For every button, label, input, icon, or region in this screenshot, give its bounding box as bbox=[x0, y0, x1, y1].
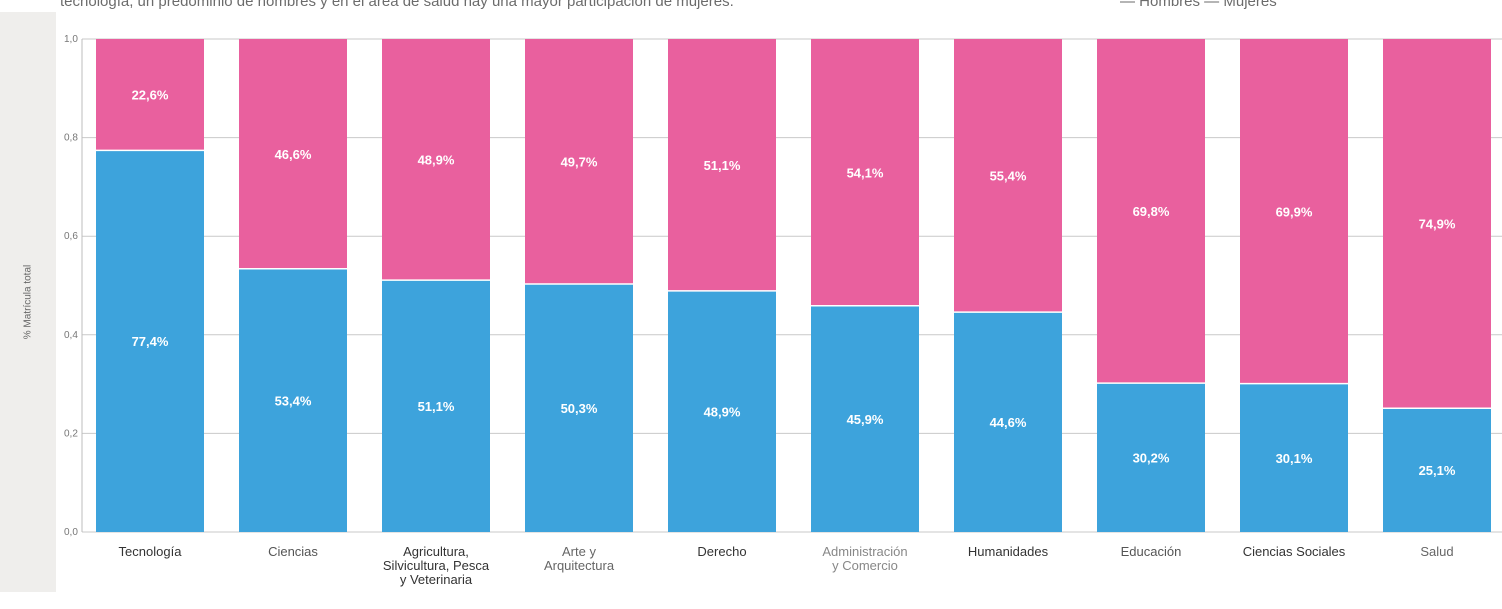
data-label: 44,6% bbox=[990, 415, 1027, 430]
y-tick-label: 0,6 bbox=[64, 231, 78, 242]
data-label: 54,1% bbox=[847, 165, 884, 180]
bar-segment-hombres bbox=[382, 280, 490, 532]
data-label: 30,1% bbox=[1276, 451, 1313, 466]
bar-segment-mujeres bbox=[1383, 39, 1491, 409]
legend-text: — Hombres — Mujeres bbox=[1120, 0, 1277, 10]
x-tick-label: Agricultura, bbox=[403, 544, 469, 559]
x-tick-label: Arquitectura bbox=[544, 558, 615, 573]
data-label: 48,9% bbox=[704, 404, 741, 419]
x-tick-label: Salud bbox=[1420, 544, 1453, 559]
data-label: 51,1% bbox=[704, 158, 741, 173]
data-label: 50,3% bbox=[561, 401, 598, 416]
bar-segment-mujeres bbox=[668, 39, 776, 291]
data-label: 25,1% bbox=[1419, 463, 1456, 478]
x-tick-label: Derecho bbox=[697, 544, 746, 559]
bar-segment-mujeres bbox=[382, 39, 490, 281]
x-tick-label: Ciencias bbox=[268, 544, 318, 559]
y-tick-label: 0,2 bbox=[64, 428, 78, 439]
y-tick-label: 1,0 bbox=[64, 34, 78, 45]
x-tick-label: Humanidades bbox=[968, 544, 1049, 559]
y-tick-label: 0,0 bbox=[64, 527, 78, 538]
data-label: 55,4% bbox=[990, 169, 1027, 184]
data-label: 74,9% bbox=[1419, 217, 1456, 232]
data-label: 49,7% bbox=[561, 155, 598, 170]
data-label: 51,1% bbox=[418, 399, 455, 414]
bar-segment-hombres bbox=[954, 312, 1062, 532]
x-tick-label: Silvicultura, Pesca bbox=[383, 558, 490, 573]
data-label: 30,2% bbox=[1133, 451, 1170, 466]
bar-segment-hombres bbox=[811, 305, 919, 532]
y-tick-label: 0,8 bbox=[64, 133, 78, 144]
bar-segment-mujeres bbox=[1240, 39, 1348, 384]
bar-segment-mujeres bbox=[525, 39, 633, 285]
bar-segment-mujeres bbox=[811, 39, 919, 306]
data-label: 22,6% bbox=[132, 88, 169, 103]
bar-segment-mujeres bbox=[954, 39, 1062, 313]
bar-segment-hombres bbox=[1240, 383, 1348, 532]
x-tick-label: y Veterinaria bbox=[400, 572, 473, 587]
x-tick-label: y Comercio bbox=[832, 558, 898, 573]
x-tick-label: Administración bbox=[822, 544, 907, 559]
bar-segment-mujeres bbox=[96, 39, 204, 151]
bar-segment-hombres bbox=[96, 150, 204, 532]
bar-segment-mujeres bbox=[1097, 39, 1205, 384]
x-tick-label: Tecnología bbox=[119, 544, 183, 559]
bar-segment-hombres bbox=[668, 290, 776, 532]
bar-segment-mujeres bbox=[239, 39, 347, 269]
x-tick-label: Arte y bbox=[562, 544, 596, 559]
data-label: 45,9% bbox=[847, 412, 884, 427]
header-text: tecnología, un predominio de hombres y e… bbox=[60, 0, 1500, 10]
x-tick-label: Educación bbox=[1121, 544, 1182, 559]
y-axis-label-strip: % Matrícula total bbox=[0, 12, 56, 592]
header-left-text: tecnología, un predominio de hombres y e… bbox=[60, 0, 734, 10]
data-label: 69,8% bbox=[1133, 204, 1170, 219]
data-label: 46,6% bbox=[275, 147, 312, 162]
data-label: 69,9% bbox=[1276, 204, 1313, 219]
data-label: 77,4% bbox=[132, 334, 169, 349]
bar-segment-hombres bbox=[1097, 383, 1205, 532]
bar-segment-hombres bbox=[525, 284, 633, 532]
data-label: 48,9% bbox=[418, 153, 455, 168]
bar-segment-hombres bbox=[1383, 408, 1491, 532]
bar-segment-hombres bbox=[239, 268, 347, 532]
y-tick-label: 0,4 bbox=[64, 330, 78, 341]
x-tick-label: Ciencias Sociales bbox=[1243, 544, 1346, 559]
data-label: 53,4% bbox=[275, 393, 312, 408]
